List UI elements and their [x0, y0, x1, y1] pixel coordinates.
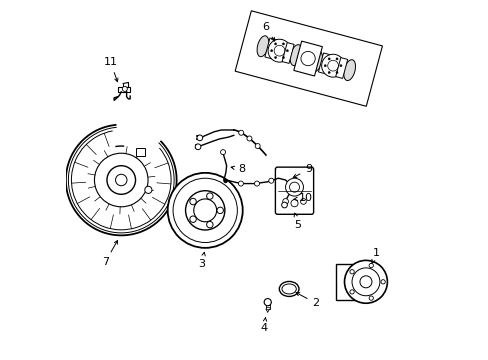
Circle shape: [185, 191, 224, 230]
Circle shape: [122, 86, 127, 91]
Circle shape: [380, 280, 385, 284]
Ellipse shape: [310, 51, 322, 72]
Ellipse shape: [343, 60, 355, 81]
Circle shape: [189, 198, 196, 205]
Text: 8: 8: [231, 164, 244, 174]
Text: 6: 6: [262, 22, 274, 41]
Circle shape: [195, 144, 201, 150]
Circle shape: [197, 135, 203, 141]
Text: 11: 11: [103, 57, 118, 82]
Circle shape: [344, 260, 386, 303]
Circle shape: [255, 144, 260, 149]
Circle shape: [270, 50, 272, 52]
Circle shape: [189, 216, 196, 222]
Circle shape: [321, 54, 344, 77]
Circle shape: [246, 136, 251, 141]
Circle shape: [238, 130, 243, 135]
Polygon shape: [335, 58, 347, 78]
Circle shape: [368, 296, 373, 300]
Polygon shape: [318, 53, 330, 74]
Circle shape: [300, 51, 315, 66]
Circle shape: [327, 71, 329, 73]
Circle shape: [268, 178, 273, 183]
Circle shape: [144, 186, 152, 193]
Ellipse shape: [289, 45, 301, 66]
Circle shape: [285, 178, 303, 196]
Circle shape: [220, 150, 225, 155]
Circle shape: [324, 64, 325, 67]
Circle shape: [335, 58, 337, 60]
Text: 10: 10: [293, 193, 312, 203]
Circle shape: [290, 200, 298, 207]
Circle shape: [282, 43, 284, 45]
Circle shape: [217, 207, 223, 213]
Circle shape: [274, 57, 276, 59]
Text: 2: 2: [296, 293, 319, 308]
Text: 3: 3: [198, 252, 205, 269]
Circle shape: [349, 290, 353, 294]
Circle shape: [339, 64, 341, 67]
FancyBboxPatch shape: [275, 167, 313, 214]
Circle shape: [206, 221, 213, 228]
Polygon shape: [118, 87, 130, 92]
Circle shape: [327, 58, 329, 60]
Circle shape: [267, 39, 290, 62]
Polygon shape: [293, 41, 322, 76]
Circle shape: [238, 181, 243, 186]
FancyBboxPatch shape: [335, 264, 358, 300]
Circle shape: [274, 43, 276, 45]
Circle shape: [224, 179, 227, 183]
Ellipse shape: [257, 36, 268, 57]
Text: 7: 7: [102, 240, 117, 267]
Circle shape: [335, 71, 337, 73]
Polygon shape: [282, 42, 293, 63]
Circle shape: [285, 50, 288, 52]
Circle shape: [368, 264, 373, 267]
Text: 4: 4: [260, 318, 267, 333]
Circle shape: [254, 181, 259, 186]
Circle shape: [349, 270, 353, 274]
Text: 9: 9: [293, 164, 312, 177]
FancyBboxPatch shape: [136, 148, 145, 156]
Circle shape: [282, 57, 284, 59]
Polygon shape: [264, 38, 276, 59]
Circle shape: [281, 202, 287, 208]
Circle shape: [264, 298, 271, 306]
Circle shape: [282, 199, 288, 204]
Text: 5: 5: [293, 213, 301, 230]
Text: 1: 1: [371, 248, 379, 264]
Circle shape: [300, 199, 305, 204]
Circle shape: [206, 193, 213, 199]
Circle shape: [167, 173, 242, 248]
